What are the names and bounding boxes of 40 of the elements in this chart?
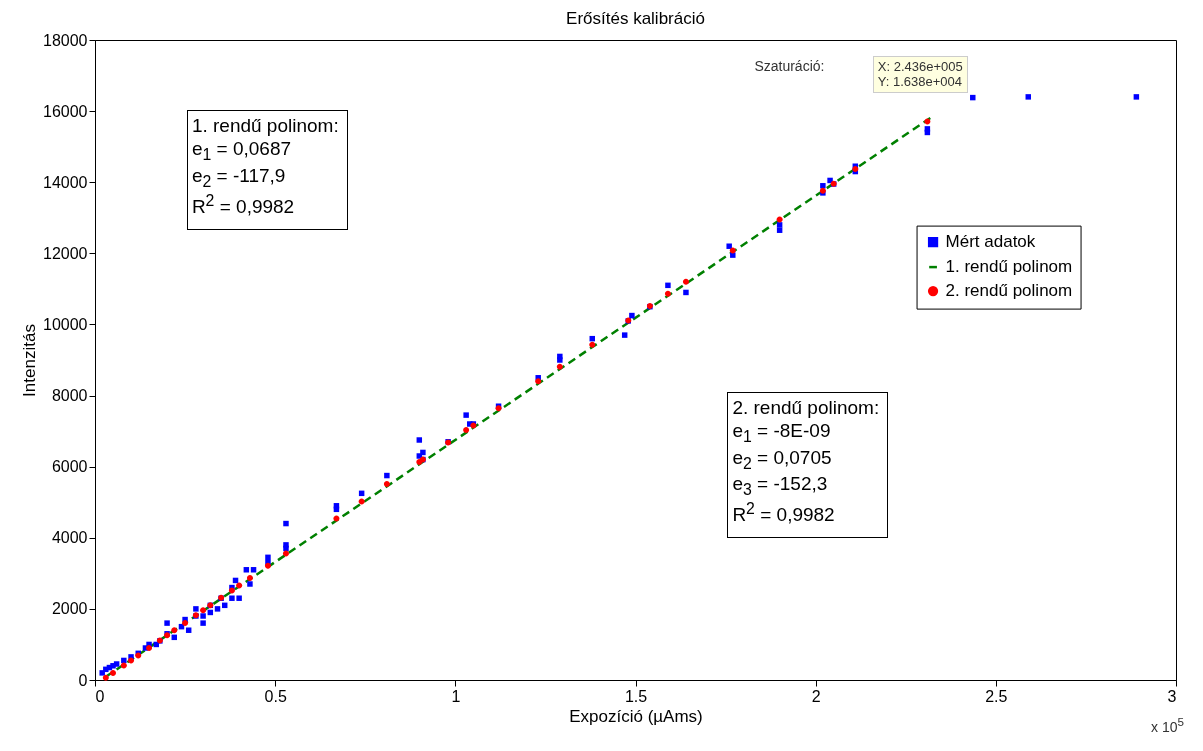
- x-tick-label: 0: [95, 687, 105, 705]
- chart-title: Erősítés kalibráció: [566, 9, 705, 28]
- x-tick-label: 0.5: [264, 687, 287, 705]
- point: [358, 498, 365, 505]
- y-tick-label: 6000: [51, 458, 88, 476]
- point: [110, 669, 117, 676]
- x-tick-label: 3: [1167, 687, 1177, 705]
- legend-label: Mért adatok: [945, 232, 1036, 252]
- point: [776, 216, 783, 223]
- legend-label: 2. rendű polinom: [945, 281, 1073, 301]
- annotation: X: 2.436e+005 Y: 1.638e+004: [872, 55, 968, 93]
- text: 1. rendű polinom: e$_{1}$ = 0,0687 e$_{2}$ = -117,9 R$^{2}$ = 0,9982: [191, 115, 339, 218]
- x-tick-label: 2.5: [985, 687, 1008, 705]
- y-tick-label: 12000: [43, 244, 88, 262]
- legend-label: 1. rendű polinom: [945, 257, 1073, 277]
- point: [383, 481, 390, 488]
- point: [333, 515, 340, 522]
- y-tick-label: 4000: [51, 529, 88, 547]
- y-tick-label: 18000: [43, 31, 88, 49]
- y-tick-label: 16000: [43, 102, 88, 120]
- y-tick-label: 2000: [51, 600, 88, 618]
- annotation: Szaturáció:: [754, 57, 825, 75]
- text: 2. rendű polinom: e$_{1}$ = -8E-09 e$_{2}$ = 0,0705 e$_{3}$ = -152,3 R$^{2}$ = 0,9982: [732, 397, 880, 526]
- point: [102, 674, 109, 681]
- y-tick-label: 0: [78, 671, 88, 689]
- y-axis-title: Intenzitás: [20, 324, 40, 397]
- x-tick-label: 1: [451, 687, 461, 705]
- point: [200, 607, 207, 614]
- text: x 10$^{5}$: [1151, 715, 1184, 736]
- point: [556, 363, 563, 370]
- x-axis-title: Expozíció (µAms): [569, 706, 703, 726]
- point: [682, 278, 689, 285]
- point: [664, 290, 671, 297]
- y-tick-label: 10000: [43, 315, 88, 333]
- y-tick-label: 14000: [43, 173, 88, 191]
- x-tick-label: 1.5: [624, 687, 648, 705]
- point: [128, 657, 135, 664]
- x-tick-label: 2: [811, 687, 821, 705]
- point: [924, 118, 931, 125]
- y-tick-label: 8000: [51, 387, 88, 405]
